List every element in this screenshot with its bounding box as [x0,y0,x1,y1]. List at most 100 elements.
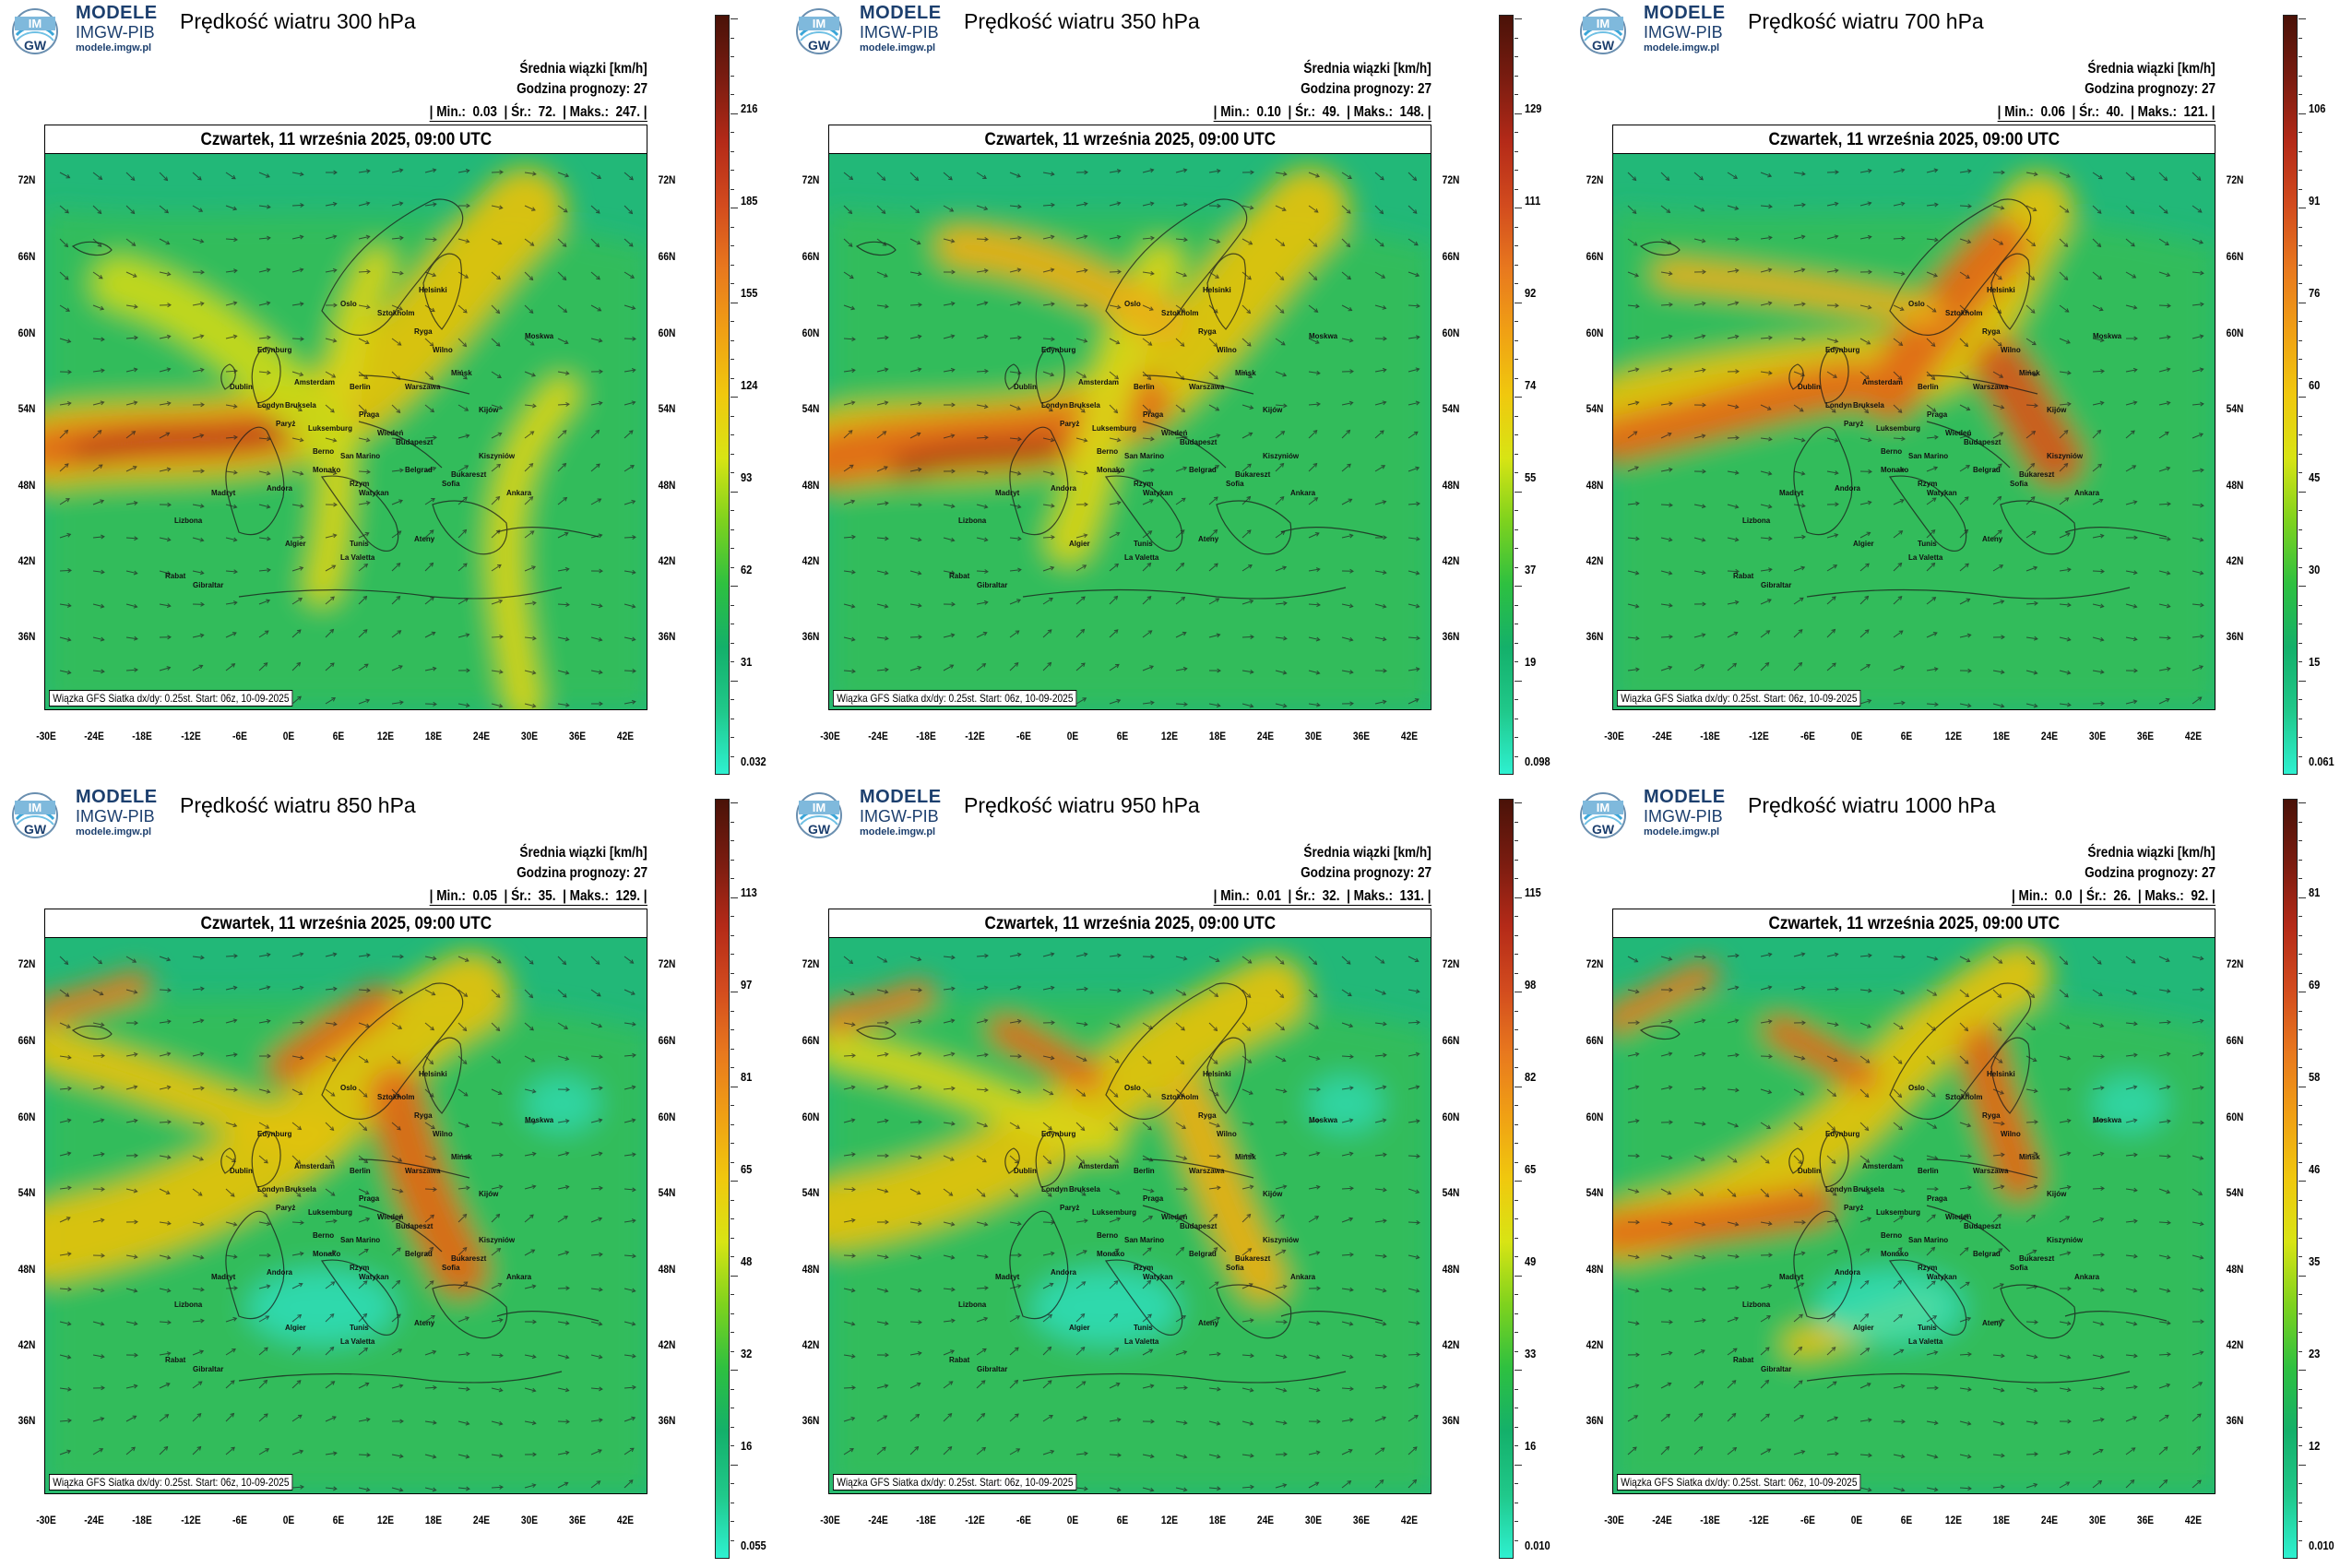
stat-max: 148. [1399,104,1425,120]
lon-label: 42E [616,1514,635,1526]
city-label: San Marino [340,1236,380,1244]
colorbar-label: 46 [2309,1162,2321,1176]
colorbar-tick [1515,94,1518,95]
city-label: Ryga [414,1111,433,1120]
city-label: Berno [313,1231,334,1240]
lon-label: 18E [1992,1514,2011,1526]
map-panel: IM GW MODELE IMGW-PIB modele.imgw.pl Prę… [0,784,784,1568]
city-label: Gibraltar [977,1365,1007,1373]
avg-label: Średnia wiązki [km/h] [519,61,647,77]
city-label: Moskwa [525,332,554,340]
city-label: Andora [1835,1268,1861,1277]
brand-block: MODELE IMGW-PIB modele.imgw.pl [860,4,942,53]
colorbar-tick [731,56,734,57]
colorbar-tick [1515,170,1518,171]
city-label: Sztokholm [1161,309,1198,317]
city-label: Tunis [350,1324,369,1332]
colorbar-label: 74 [1525,378,1537,392]
city-label: Monako [313,1250,340,1258]
city-label: Oslo [1908,300,1925,308]
city-label: Helsinki [419,1070,447,1078]
city-label: Gibraltar [977,581,1007,589]
lon-label: 0E [1850,730,1863,742]
colorbar-tick [2299,1370,2306,1371]
colorbar-tick [2299,642,2302,644]
city-label: Berno [1097,1231,1118,1240]
brand-block: MODELE IMGW-PIB modele.imgw.pl [860,788,942,837]
date-text: Czwartek, 11 września 2025, 09:00 UTC [1768,130,2060,149]
brand-line2: IMGW-PIB [860,23,939,42]
colorbar-tick [2299,1218,2302,1219]
colorbar-tick [731,934,734,936]
wind-speed-map[interactable]: Oslo Helsinki Sztokholm Ryga Wilno Londyn Berl… [1612,153,2215,710]
city-label: Sofia [2010,1264,2028,1272]
lon-label: -12E [1749,1514,1769,1526]
colorbar-tick [1515,37,1518,39]
colorbar [2283,799,2298,1559]
brand-url[interactable]: modele.imgw.pl [1644,42,1720,53]
city-label: Bukareszt [451,1254,487,1263]
colorbar-tick [2299,245,2302,246]
lon-label: 12E [1944,730,1963,742]
city-label: Bruksela [1853,1185,1884,1194]
colorbar-tick [2299,699,2302,700]
brand-line2: IMGW-PIB [1644,23,1723,42]
city-label: Monako [313,466,340,474]
lat-label-left: 72N [1586,173,1604,186]
lon-label: 36E [568,1514,587,1526]
svg-text:GW: GW [1592,822,1615,837]
lat-label-right: 48N [1442,1263,1460,1276]
colorbar-tick [1515,283,1518,284]
city-label: La Valetta [340,1337,375,1346]
lat-label-left: 36N [802,1414,820,1427]
city-label: Oslo [1124,1084,1141,1092]
brand-url[interactable]: modele.imgw.pl [860,42,936,53]
colorbar-tick [2299,916,2302,917]
colorbar-tick [731,755,734,757]
city-label: Andora [1051,484,1077,493]
lat-label-right: 60N [658,1111,676,1123]
brand-url[interactable]: modele.imgw.pl [860,826,936,837]
colorbar-tick [1515,226,1518,228]
colorbar-tick [731,972,734,974]
colorbar-tick [1515,1256,1518,1257]
brand-url[interactable]: modele.imgw.pl [76,42,152,53]
stat-min: 0.0 [2055,888,2073,904]
imgw-logo-icon: IM GW [796,8,842,54]
lon-label: -24E [84,730,104,742]
colorbar-tick [731,529,734,530]
stat-avg: 72. [539,104,556,120]
colorbar-tick [2299,415,2302,417]
city-label: Wilno [2001,1130,2021,1138]
colorbar-tick [1515,1464,1522,1466]
lat-label-left: 54N [802,402,820,415]
brand-url[interactable]: modele.imgw.pl [76,826,152,837]
city-label: Luksemburg [1876,424,1920,433]
lat-label-right: 54N [1442,402,1460,415]
city-label: Wilno [2001,346,2021,354]
lat-label-left: 36N [18,1414,36,1427]
date-bar: Czwartek, 11 września 2025, 09:00 UTC [44,909,647,937]
city-label: Edynburg [257,346,291,354]
wind-speed-map[interactable]: Oslo Helsinki Sztokholm Ryga Wilno Londyn Berl… [828,937,1431,1494]
brand-url[interactable]: modele.imgw.pl [1644,826,1720,837]
wind-speed-map[interactable]: Oslo Helsinki Sztokholm Ryga Wilno Londyn Berl… [1612,937,2215,1494]
colorbar-tick [1515,56,1518,57]
lon-label: 12E [376,730,395,742]
colorbar-tick [2299,491,2306,493]
colorbar-label: 92 [1525,286,1537,300]
city-label: Rzym [1134,1264,1153,1272]
city-label: Sztokholm [377,1093,414,1101]
avg-label: Średnia wiązki [km/h] [1303,845,1431,861]
wind-speed-map[interactable]: Oslo Helsinki Sztokholm Ryga Wilno Londyn Berl… [828,153,1431,710]
colorbar-tick [1515,434,1518,435]
wind-speed-map[interactable]: Oslo Helsinki Sztokholm Ryga Wilno Londyn Berl… [44,153,647,710]
lat-label-right: 48N [1442,479,1460,492]
colorbar-label: 155 [741,286,758,300]
wind-speed-map[interactable]: Oslo Helsinki Sztokholm Ryga Wilno Londyn Berl… [44,937,647,1494]
colorbar-tick [731,916,734,917]
lat-label-right: 60N [658,327,676,339]
city-label: San Marino [1124,1236,1164,1244]
colorbar-tick [1515,642,1518,644]
city-label: Londyn [1041,401,1068,410]
